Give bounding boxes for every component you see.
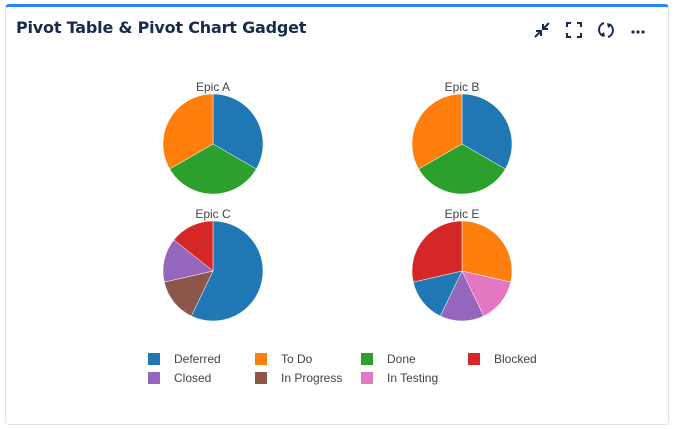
legend-swatch [468,353,480,365]
refresh-icon[interactable] [596,20,616,40]
legend-swatch [255,353,267,365]
pie-slice-done[interactable] [418,143,506,195]
pie-slice-blocked[interactable] [411,220,463,283]
gadget-card [5,4,669,425]
minimize-icon[interactable] [532,20,552,40]
legend-label[interactable]: Deferred [174,352,221,366]
legend-swatch [361,353,373,365]
pie-title: Epic C [195,207,231,221]
pie-slice-deferred[interactable] [461,93,513,170]
legend-label[interactable]: To Do [281,352,313,366]
more-icon[interactable] [628,20,648,40]
pie-slice-to-do[interactable] [461,220,513,283]
legend-swatch [361,372,373,384]
pie-title: Epic E [445,207,480,221]
legend-label[interactable]: Done [387,352,416,366]
pie-title: Epic B [445,80,480,94]
legend-label[interactable]: In Progress [281,371,342,385]
legend-label[interactable]: Blocked [494,352,537,366]
pie-title: Epic A [196,80,230,94]
pie-slice-done[interactable] [169,143,257,195]
gadget-title: Pivot Table & Pivot Chart Gadget [16,18,307,37]
pie-slice-deferred[interactable] [190,220,264,322]
legend-swatch [148,353,160,365]
pie-slice-deferred[interactable] [212,93,264,170]
pie-slice-to-do[interactable] [411,93,463,170]
pie-slice-blocked[interactable] [173,220,214,272]
pie-slice-to-do[interactable] [162,93,214,170]
legend-label[interactable]: Closed [174,371,211,385]
legend-swatch [255,372,267,384]
legend-label[interactable]: In Testing [387,371,438,385]
legend-swatch [148,372,160,384]
fullscreen-icon[interactable] [564,20,584,40]
